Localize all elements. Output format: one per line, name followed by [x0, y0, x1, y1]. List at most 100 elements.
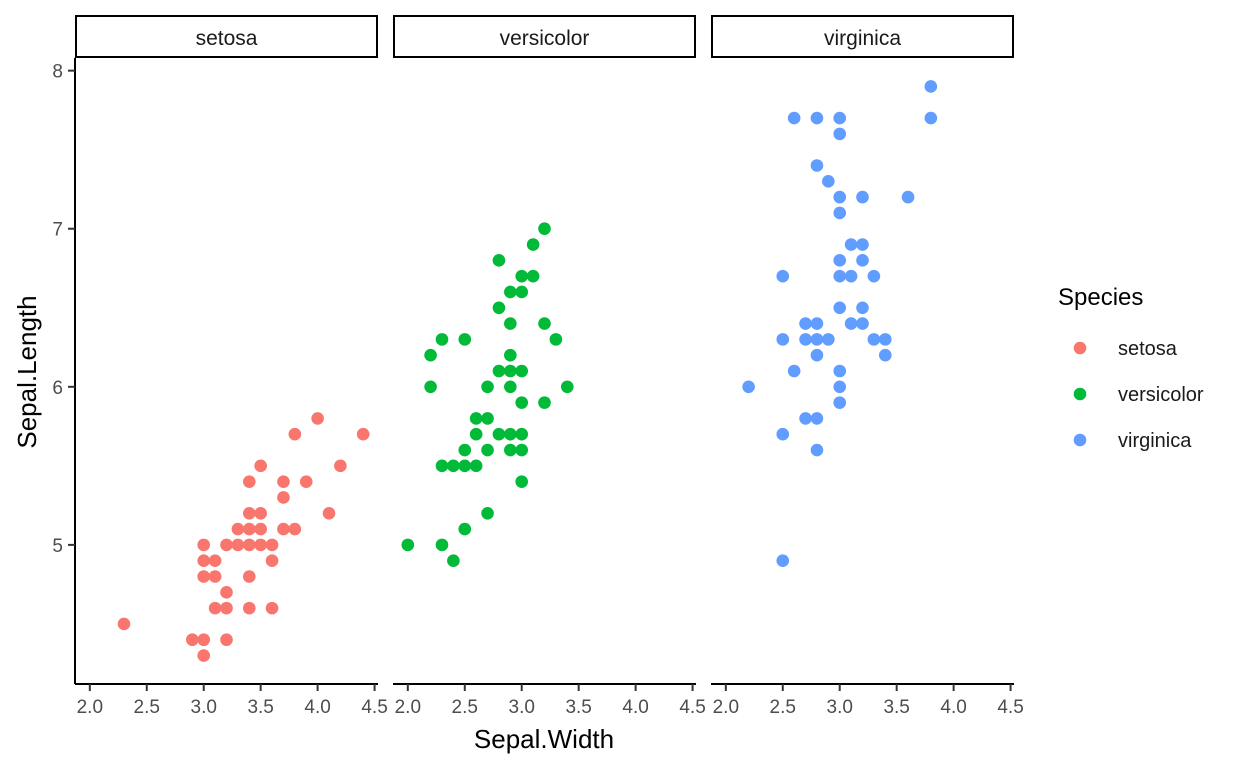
data-point-setosa: [242, 538, 256, 552]
data-point-versicolor: [538, 396, 551, 409]
data-point-versicolor: [504, 427, 517, 441]
data-point-versicolor: [515, 285, 529, 299]
data-point-setosa: [208, 554, 222, 567]
facet-panel-virginica: virginica 2.0 2.5 3.0 3.5 4.0 4.5: [711, 15, 1024, 718]
x-tick-label: 3.5: [565, 697, 591, 718]
data-point-versicolor: [424, 348, 437, 362]
data-point-virginica: [833, 380, 847, 394]
data-point-versicolor: [458, 459, 472, 473]
legend: Species setosa versicolor virginica: [1058, 284, 1204, 452]
data-point-virginica: [833, 396, 847, 409]
data-point-setosa: [208, 570, 222, 583]
data-point-setosa: [197, 633, 211, 647]
data-point-virginica: [833, 269, 847, 283]
data-point-setosa: [356, 427, 370, 441]
x-tick-label: 2.0: [395, 697, 421, 718]
data-point-setosa: [208, 601, 222, 615]
x-tick-label: 4.5: [679, 697, 705, 718]
data-point-virginica: [810, 412, 824, 425]
x-tick-label: 3.5: [247, 697, 273, 718]
x-tick-label: 4.0: [304, 697, 330, 718]
data-point-setosa: [277, 491, 290, 504]
facet-panel-versicolor: versicolor 2.0 2.5 3.0 3.5 4.0 4.5: [393, 15, 706, 718]
data-point-versicolor: [504, 443, 517, 457]
data-point-setosa: [254, 522, 267, 536]
x-tick-label: 4.5: [997, 697, 1023, 718]
data-point-virginica: [833, 301, 847, 315]
data-point-setosa: [231, 538, 245, 552]
facet-panels: setosa 2.0 2.5 3.0 3.5 4.0 4.5 versicolor 2.0 2.5…: [52, 15, 1024, 718]
data-point-versicolor: [435, 538, 449, 552]
data-point-setosa: [311, 412, 324, 425]
data-point-virginica: [787, 364, 801, 378]
y-tick-label: 5: [52, 536, 63, 557]
x-tick-label: 4.5: [361, 697, 387, 718]
data-point-virginica: [776, 333, 790, 346]
data-point-virginica: [901, 190, 915, 204]
y-tick-label: 8: [52, 62, 63, 83]
x-axis-title: Sepal.Width: [474, 724, 614, 754]
data-point-virginica: [776, 554, 790, 567]
facet-strip-versicolor: [393, 15, 696, 58]
data-point-setosa: [197, 554, 211, 567]
legend-label-setosa: setosa: [1118, 338, 1178, 360]
data-point-setosa: [265, 538, 279, 552]
data-point-virginica: [822, 333, 835, 346]
data-point-virginica: [856, 254, 869, 267]
facet-strip-label: virginica: [824, 27, 901, 50]
legend-label-virginica: virginica: [1118, 430, 1192, 452]
data-point-virginica: [833, 190, 847, 204]
data-point-setosa: [265, 601, 279, 615]
x-tick-label: 2.5: [770, 697, 796, 718]
data-point-virginica: [844, 238, 858, 251]
data-point-setosa: [288, 522, 302, 536]
data-point-virginica: [799, 317, 812, 330]
data-point-versicolor: [515, 475, 529, 488]
data-point-setosa: [220, 586, 233, 599]
data-point-versicolor: [538, 317, 551, 330]
data-point-virginica: [924, 80, 938, 93]
data-point-virginica: [878, 348, 892, 362]
y-tick-label: 7: [52, 220, 63, 241]
data-point-versicolor: [469, 459, 483, 473]
data-point-versicolor: [435, 459, 449, 473]
x-tick-label: 2.0: [713, 697, 739, 718]
data-point-versicolor: [538, 222, 551, 236]
data-point-setosa: [242, 522, 256, 536]
data-point-virginica: [856, 238, 869, 251]
data-point-versicolor: [515, 364, 529, 378]
data-point-versicolor: [492, 254, 506, 267]
legend-title: Species: [1058, 284, 1143, 311]
data-point-setosa: [299, 475, 313, 488]
data-point-versicolor: [458, 333, 472, 346]
legend-key-virginica: [1073, 433, 1087, 447]
data-point-virginica: [810, 111, 824, 125]
data-point-virginica: [856, 190, 869, 204]
data-point-versicolor: [549, 333, 563, 346]
data-point-virginica: [799, 333, 812, 346]
data-point-virginica: [810, 159, 824, 172]
data-point-versicolor: [458, 443, 472, 457]
facet-strip-label: versicolor: [500, 27, 590, 50]
data-point-versicolor: [447, 459, 460, 473]
x-tick-label: 4.0: [940, 697, 966, 718]
data-point-versicolor: [481, 443, 494, 457]
facet-strip-setosa: [75, 15, 378, 58]
data-point-virginica: [844, 317, 858, 330]
data-point-versicolor: [515, 427, 529, 441]
x-tick-label: 2.0: [77, 697, 103, 718]
data-point-versicolor: [526, 269, 540, 283]
data-point-versicolor: [481, 380, 494, 394]
y-tick-label: 6: [52, 378, 63, 399]
data-point-setosa: [197, 570, 211, 583]
y-axis-title: Sepal.Length: [12, 295, 42, 448]
data-point-setosa: [242, 475, 256, 488]
data-point-versicolor: [515, 443, 529, 457]
data-point-virginica: [844, 269, 858, 283]
data-point-versicolor: [469, 427, 483, 441]
data-point-setosa: [220, 633, 233, 647]
data-point-versicolor: [515, 396, 529, 409]
data-point-virginica: [878, 333, 892, 346]
legend-label-versicolor: versicolor: [1118, 384, 1204, 406]
data-point-setosa: [322, 506, 336, 520]
